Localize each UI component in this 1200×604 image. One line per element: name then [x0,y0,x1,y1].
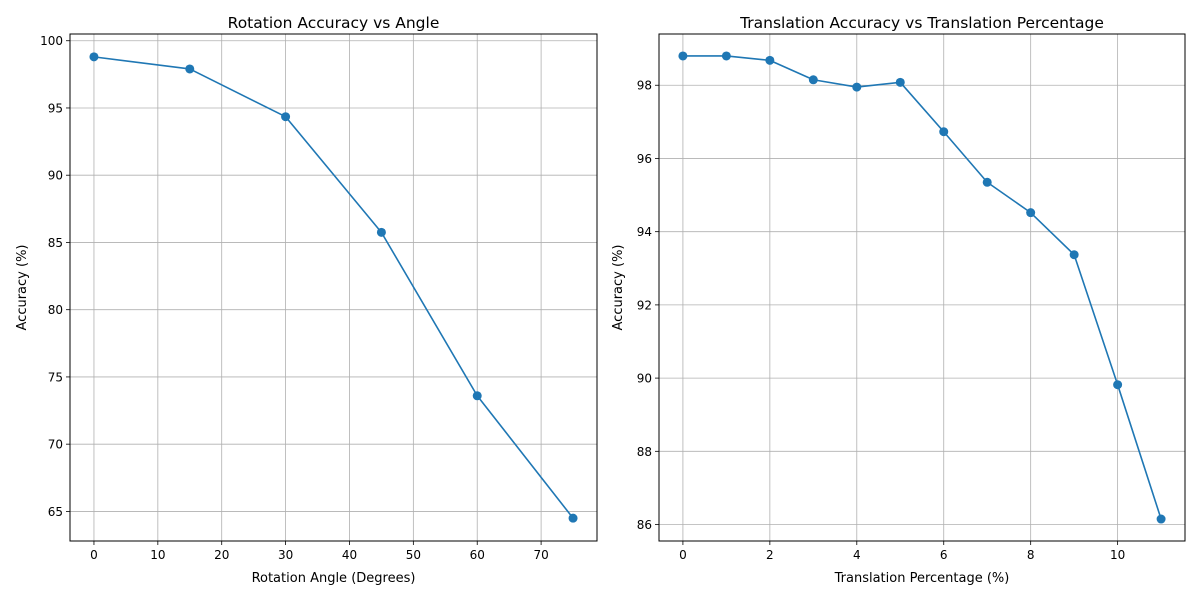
series-line [682,55,1162,520]
y-tick-label: 100 [40,34,63,48]
series-line [682,55,1162,520]
series-points [678,51,1166,524]
plot-frame [658,33,1186,542]
data-point [1069,250,1079,260]
x-tick-label: 6 [940,548,948,562]
data-point [678,51,688,61]
data-point [808,75,818,85]
data-point [376,227,386,237]
y-tick-label: 75 [48,370,63,384]
y-tick-label: 90 [637,372,652,386]
x-tick-label: 70 [533,548,548,562]
x-axis-label: Rotation Angle (Degrees) [252,571,416,586]
y-tick-label: 86 [637,518,652,532]
y-tick-label: 88 [637,445,652,459]
x-tick-label: 10 [1110,548,1125,562]
y-tick-label: 96 [637,152,652,166]
x-tick-label: 50 [406,548,421,562]
data-point [982,177,992,187]
data-point [1113,380,1123,390]
data-point [721,51,731,61]
y-tick-label: 98 [637,79,652,93]
x-tick-label: 2 [766,548,774,562]
plot-frame [69,33,598,542]
chart-title: Translation Accuracy vs Translation Perc… [739,14,1104,32]
data-point [1026,208,1036,218]
rotation-chart: Rotation Accuracy vs Angle 0 10 20 30 40 50 60… [15,14,598,586]
series-line [93,56,574,519]
data-point [852,82,862,92]
data-point [185,64,195,74]
data-point [939,127,949,137]
data-point [765,55,775,65]
data-point [1156,514,1166,524]
y-tick-label: 80 [48,303,63,317]
y-axis-label: Accuracy (%) [611,245,626,331]
y-tick-label: 65 [48,505,63,519]
x-tick-label: 10 [150,548,165,562]
y-axis-label: Accuracy (%) [15,245,30,331]
x-tick-label: 0 [679,548,687,562]
data-point [281,112,291,122]
data-point [568,513,578,523]
series-line [93,56,574,519]
axis-ticks: 0 10 20 30 40 50 60 70 65 70 75 80 85 90 95 100 [40,34,549,562]
x-tick-label: 20 [214,548,229,562]
grid-lines [70,34,597,541]
axis-ticks: 0 2 4 6 8 10 86 88 90 92 94 96 98 [637,79,1126,562]
y-tick-label: 95 [48,101,63,115]
x-tick-label: 0 [90,548,98,562]
x-tick-label: 40 [342,548,357,562]
x-tick-label: 4 [853,548,861,562]
grid-lines [659,34,1185,541]
y-tick-label: 90 [48,169,63,183]
y-tick-label: 94 [637,225,652,239]
data-point [89,52,99,62]
chart-title: Rotation Accuracy vs Angle [228,14,440,32]
y-tick-label: 70 [48,438,63,452]
series-points [89,52,578,523]
y-tick-label: 85 [48,236,63,250]
x-tick-label: 8 [1027,548,1035,562]
x-axis-label: Translation Percentage (%) [834,571,1010,586]
translation-chart: Translation Accuracy vs Translation Perc… [611,14,1186,586]
x-tick-label: 60 [470,548,485,562]
data-point [472,391,482,401]
x-tick-label: 30 [278,548,293,562]
data-point [895,77,905,87]
y-tick-label: 92 [637,298,652,312]
